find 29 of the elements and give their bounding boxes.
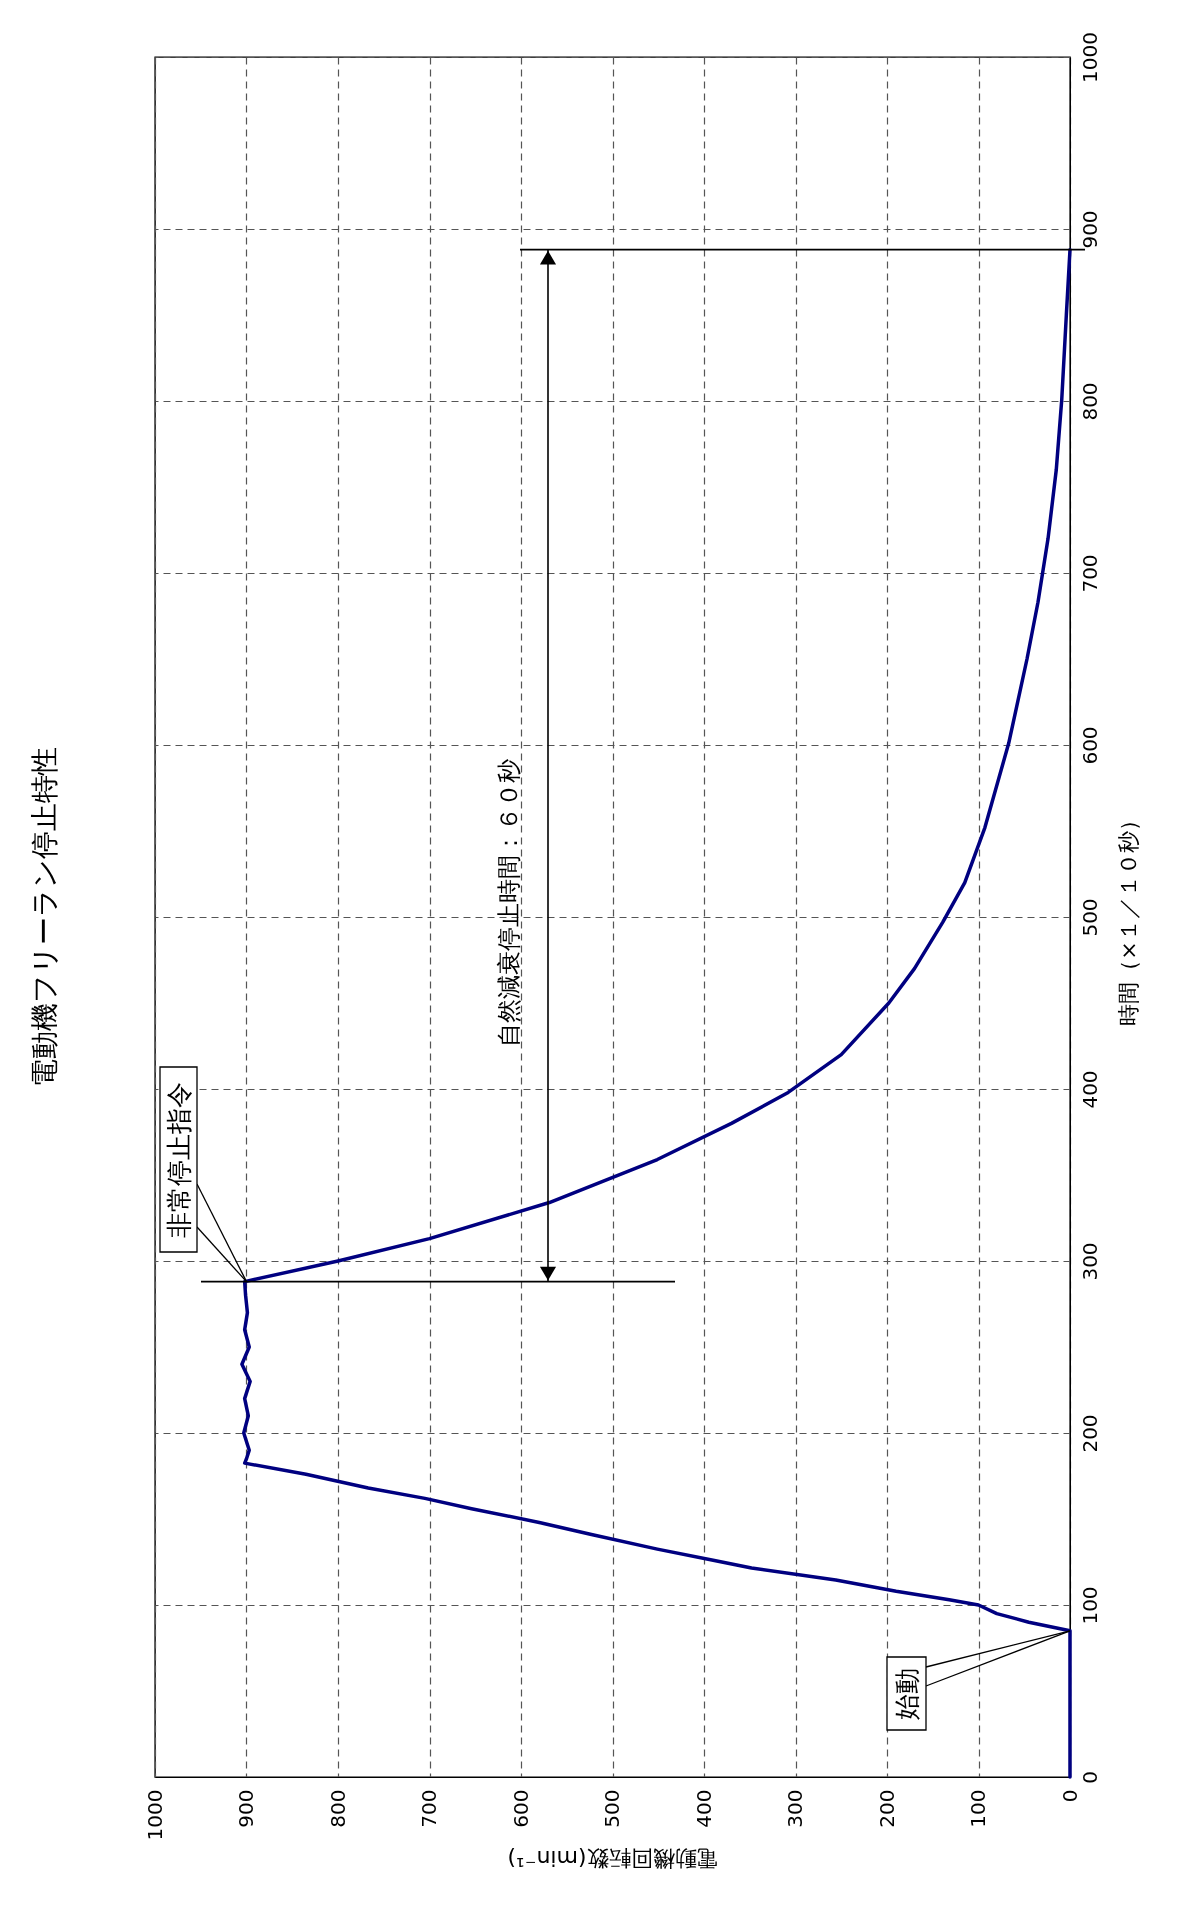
y-tick-label: 900	[1077, 210, 1102, 249]
x-tick-label: 700	[417, 1789, 441, 1828]
x-tick-label: 800	[325, 1789, 350, 1828]
x-tick-label: 900	[234, 1789, 258, 1828]
y-tick-label: 0	[1077, 1771, 1102, 1784]
x-tick-label: 400	[691, 1789, 716, 1828]
y-tick-label: 1000	[1077, 32, 1102, 83]
x-tick-label: 300	[783, 1789, 807, 1828]
x-tick-label: 500	[600, 1789, 624, 1828]
x-tick-label: 100	[966, 1789, 990, 1828]
x-tick-label: 1000	[142, 1789, 167, 1841]
y-tick-label: 100	[1077, 1586, 1102, 1625]
x-tick-label: 600	[508, 1789, 533, 1828]
y-tick-label: 700	[1077, 554, 1102, 593]
y-tick-label: 600	[1077, 726, 1102, 765]
annotation: 非常停止指令	[163, 1081, 194, 1238]
x-axis-title: 電動機回転数(min⁻¹)	[507, 1846, 719, 1872]
annotation: 始動	[891, 1667, 922, 1720]
y-tick-label: 800	[1077, 382, 1102, 421]
y-tick-label: 200	[1077, 1414, 1102, 1453]
x-tick-label: 0	[1057, 1789, 1082, 1803]
annotation: 自然減衰停止時間：６０秒	[495, 759, 523, 1047]
y-axis-title: 時間（×１／１０秒）	[1115, 809, 1141, 1026]
x-tick-label: 200	[874, 1789, 899, 1828]
y-tick-label: 500	[1077, 898, 1102, 937]
y-tick-label: 300	[1077, 1242, 1102, 1281]
text: 電動機フリーラン停止特性	[28, 747, 61, 1087]
line-series	[240, 247, 1072, 1779]
y-tick-label: 400	[1077, 1070, 1102, 1109]
